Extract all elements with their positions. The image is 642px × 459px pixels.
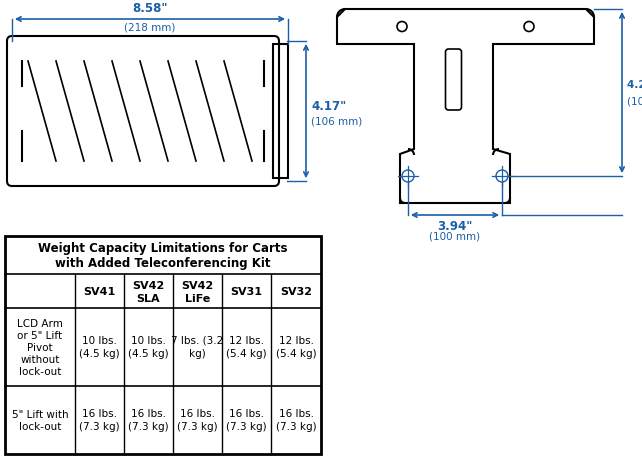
Text: (107 - 154 mm): (107 - 154 mm) [627,96,642,106]
Text: or 5" Lift: or 5" Lift [17,330,62,340]
Text: 10 lbs.: 10 lbs. [131,335,166,345]
Text: SV42: SV42 [132,280,164,291]
Text: SV42: SV42 [182,280,214,291]
Text: (7.3 kg): (7.3 kg) [177,421,218,431]
Text: 16 lbs.: 16 lbs. [229,408,264,418]
Text: (218 mm): (218 mm) [125,22,176,32]
Text: (5.4 kg): (5.4 kg) [226,348,267,358]
Text: 3.94": 3.94" [437,219,473,233]
Text: (4.5 kg): (4.5 kg) [79,348,120,358]
Text: 16 lbs.: 16 lbs. [131,408,166,418]
Text: 16 lbs.: 16 lbs. [180,408,215,418]
Text: 5" Lift with: 5" Lift with [12,409,68,419]
Text: 7 lbs. (3.2: 7 lbs. (3.2 [171,335,223,345]
Text: 12 lbs.: 12 lbs. [229,335,264,345]
Text: (7.3 kg): (7.3 kg) [128,421,169,431]
Text: SV31: SV31 [230,286,263,297]
Text: (4.5 kg): (4.5 kg) [128,348,169,358]
Text: (7.3 kg): (7.3 kg) [226,421,267,431]
Text: with Added Teleconferencing Kit: with Added Teleconferencing Kit [55,257,271,270]
Text: lock-out: lock-out [19,421,61,431]
Bar [5,236,321,454]
Text: LCD Arm: LCD Arm [17,318,63,328]
Text: 16 lbs.: 16 lbs. [279,408,313,418]
Text: (7.3 kg): (7.3 kg) [79,421,120,431]
Text: 4.17": 4.17" [311,100,346,113]
Text: 12 lbs.: 12 lbs. [279,335,313,345]
Text: SLA: SLA [137,293,160,303]
Text: (5.4 kg): (5.4 kg) [275,348,317,358]
Text: 10 lbs.: 10 lbs. [82,335,117,345]
Text: LiFe: LiFe [185,293,210,303]
Text: Weight Capacity Limitations for Carts: Weight Capacity Limitations for Carts [39,242,288,255]
Text: 8.58": 8.58" [132,2,168,15]
Text: (106 mm): (106 mm) [311,116,362,126]
Text: 16 lbs.: 16 lbs. [82,408,117,418]
Text: (7.3 kg): (7.3 kg) [275,421,317,431]
Text: kg): kg) [189,348,206,358]
Text: Pivot: Pivot [27,342,53,352]
Text: SV41: SV41 [83,286,116,297]
Text: 4.21" - 6.06": 4.21" - 6.06" [627,80,642,90]
Text: (100 mm): (100 mm) [429,231,481,241]
Text: lock-out: lock-out [19,366,61,376]
Text: SV32: SV32 [280,286,312,297]
Text: without: without [21,354,60,364]
